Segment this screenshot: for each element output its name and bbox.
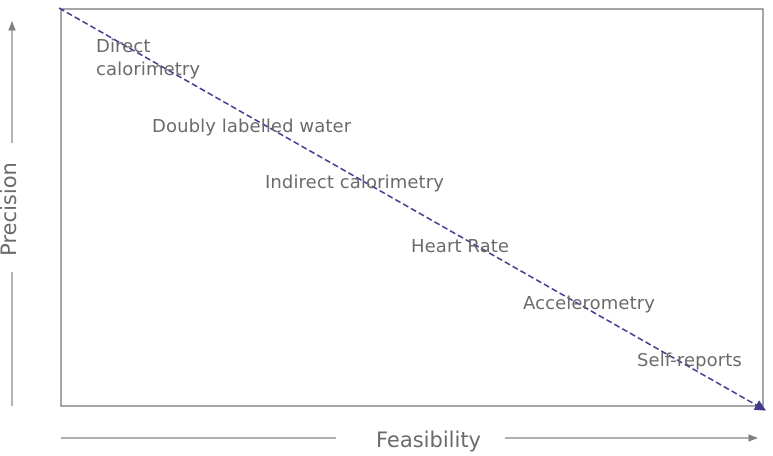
label-direct-calorimetry-line2: calorimetry (96, 59, 201, 80)
label-accelerometry-text: Accelerometry (523, 293, 655, 314)
label-heart-rate-text: Heart Rate (411, 236, 510, 257)
plot-frame (60, 8, 764, 407)
label-heart-rate: Heart Rate (411, 235, 509, 258)
label-indirect-calorimetry-text: Indirect calorimetry (265, 172, 444, 193)
label-self-reports-text: Self-reports (637, 350, 742, 371)
label-doubly-labelled-water: Doubly labelled water (152, 115, 351, 138)
label-direct-calorimetry-line1: Direct (96, 36, 151, 57)
trend-line (58, 7, 766, 411)
label-accelerometry: Accelerometry (523, 292, 655, 315)
label-direct-calorimetry: Direct calorimetry (96, 35, 200, 81)
label-doubly-labelled-water-text: Doubly labelled water (152, 116, 352, 137)
y-axis-title: Precision (0, 162, 21, 256)
label-self-reports: Self-reports (637, 349, 742, 372)
x-axis-title: Feasibility (376, 428, 481, 452)
label-indirect-calorimetry: Indirect calorimetry (265, 171, 444, 194)
